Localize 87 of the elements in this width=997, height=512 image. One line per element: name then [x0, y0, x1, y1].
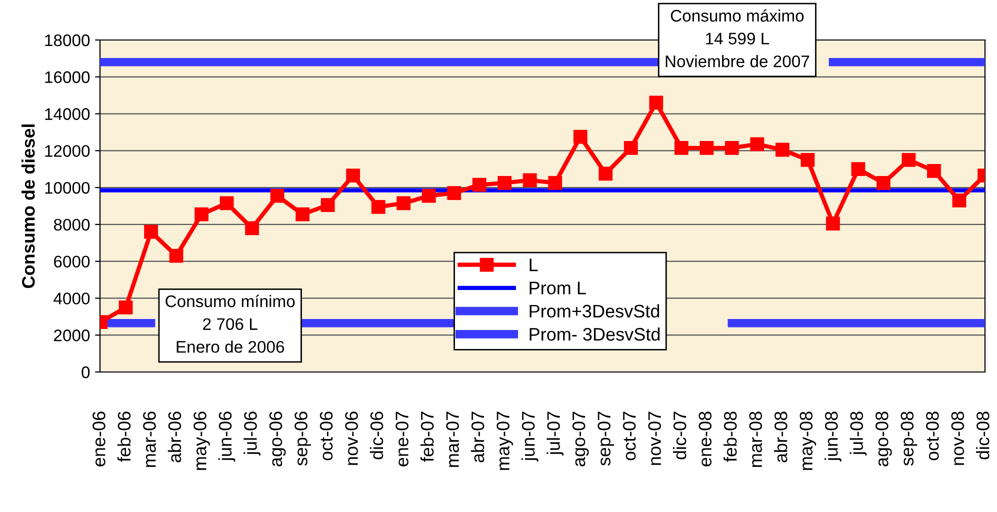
x-tick-label: oct-06	[320, 412, 333, 460]
x-tick-label: feb-07	[420, 412, 434, 462]
point	[674, 140, 688, 155]
x-tick-label: nov-08	[951, 412, 964, 465]
point	[320, 198, 335, 212]
x-tick-label: abr-07	[470, 412, 484, 462]
point	[775, 142, 790, 157]
x-tick-label: jul-08	[850, 412, 867, 456]
x-tick-label: sep-06	[294, 412, 311, 466]
x-tick-label: jul-06	[244, 412, 260, 456]
x-tick-label: nov-07	[648, 412, 662, 465]
y-tick-label: 4000	[54, 292, 90, 304]
legend-label: Prom+3DesvStd	[530, 304, 660, 318]
point	[649, 96, 664, 110]
y-tick-label: 10000	[45, 182, 90, 194]
point	[598, 166, 613, 181]
y-tick-label: 0	[82, 366, 90, 378]
x-tick-label: abr-08	[774, 412, 788, 462]
x-tick-label: dic-08	[976, 412, 990, 460]
annotation: Consumo máximo 14 599 L Noviembre de 2007	[666, 9, 810, 68]
x-tick-label: ago-08	[876, 412, 892, 466]
x-tick-label: dic-06	[370, 412, 384, 460]
x-tick-label: may-06	[194, 412, 210, 470]
x-tick-label: ago-07	[572, 412, 589, 466]
y-tick-label: 16000	[45, 71, 90, 84]
point	[220, 196, 234, 210]
point	[472, 178, 486, 192]
x-tick-label: oct-07	[622, 412, 636, 460]
x-tick-label: ene-08	[698, 412, 712, 466]
x-tick-label: mar-08	[749, 412, 762, 467]
y-tick-label: 8000	[54, 218, 90, 231]
x-tick-label: oct-08	[926, 412, 939, 460]
x-tick-label: mar-07	[446, 412, 459, 467]
x-tick-label: jul-07	[546, 412, 564, 456]
x-tick-label: nov-06	[345, 412, 358, 465]
annotation: Consumo mínimo 2 706 L Enero de 2006	[166, 294, 295, 353]
point	[245, 221, 259, 236]
point	[902, 152, 916, 167]
y-axis-title: Consumo de diesel	[22, 124, 35, 288]
point	[624, 140, 638, 155]
x-tick-label: ago-06	[269, 412, 286, 466]
y-tick-label: 12000	[45, 145, 90, 157]
point	[296, 207, 310, 222]
x-tick-label: may-07	[496, 412, 514, 470]
point	[422, 188, 436, 203]
x-tick-label: sep-07	[598, 412, 614, 466]
point	[548, 176, 562, 190]
point	[270, 188, 284, 203]
x-tick-label: may-08	[800, 412, 816, 470]
legend-label: Prom- 3DesvStd	[530, 327, 660, 341]
x-tick-label: ene-06	[92, 412, 106, 466]
y-tick-label: 2000	[54, 330, 90, 342]
point	[118, 300, 133, 314]
x-tick-label: ene-07	[396, 412, 408, 466]
x-tick-label: mar-06	[143, 412, 156, 467]
point	[876, 176, 890, 190]
point	[826, 216, 840, 230]
point	[927, 164, 941, 178]
point	[447, 186, 462, 200]
point	[371, 200, 386, 214]
point	[169, 248, 184, 263]
x-tick-label: feb-06	[117, 412, 131, 462]
x-tick-label: dic-07	[672, 412, 686, 460]
point	[194, 207, 208, 222]
point	[346, 168, 360, 183]
point	[396, 196, 411, 210]
point	[700, 140, 714, 155]
x-tick-label: abr-06	[168, 412, 182, 462]
y-tick-label: 18000	[45, 34, 90, 46]
point	[724, 140, 739, 155]
legend-label: L	[530, 258, 538, 272]
legend-label: Prom L	[530, 282, 586, 294]
x-tick-label: jun-06	[218, 412, 236, 462]
x-tick-label: jun-07	[521, 412, 538, 462]
x-tick-label: jun-08	[824, 412, 842, 462]
point	[750, 137, 764, 152]
point	[952, 194, 966, 208]
point	[522, 173, 537, 188]
point	[498, 176, 512, 190]
y-tick-label: 14000	[45, 108, 90, 120]
point	[144, 224, 158, 239]
point	[851, 162, 866, 176]
x-tick-label: feb-08	[724, 412, 737, 462]
point	[573, 130, 588, 144]
y-tick-label: 6000	[54, 256, 90, 268]
x-tick-label: sep-08	[900, 412, 918, 466]
point	[800, 152, 815, 167]
